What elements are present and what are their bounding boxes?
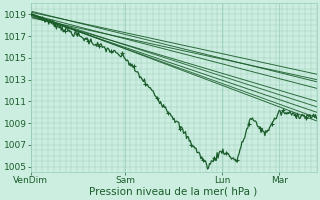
X-axis label: Pression niveau de la mer( hPa ): Pression niveau de la mer( hPa ) [90, 187, 258, 197]
